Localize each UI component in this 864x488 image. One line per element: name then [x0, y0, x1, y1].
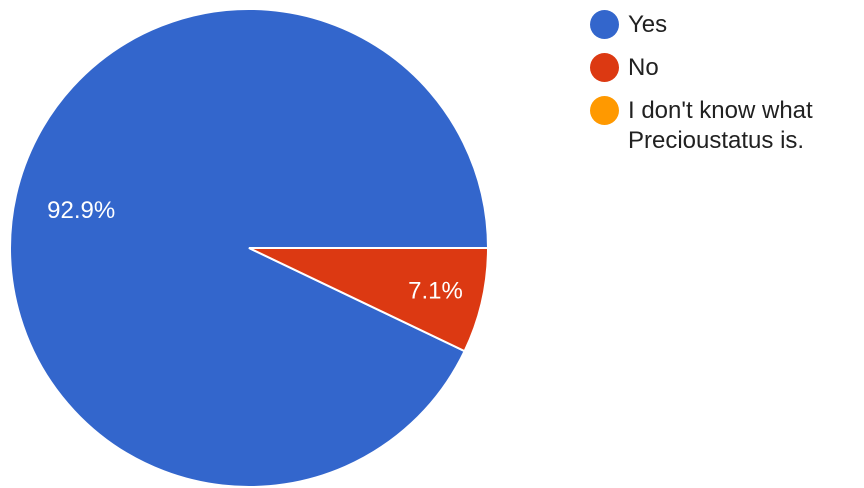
legend-swatch-yes — [590, 10, 619, 39]
legend: Yes No I don't know what Precioustatus i… — [590, 10, 864, 169]
legend-swatch-no — [590, 53, 619, 82]
legend-item-yes[interactable]: Yes — [590, 10, 864, 40]
slice-label-yes: 92.9% — [47, 197, 115, 224]
legend-label-no: No — [628, 53, 864, 83]
legend-swatch-dont-know — [590, 96, 619, 125]
legend-label-yes: Yes — [628, 10, 864, 40]
slice-label-no: 7.1% — [408, 277, 463, 304]
legend-item-dont-know[interactable]: I don't know what Precioustatus is. — [590, 96, 864, 156]
legend-item-no[interactable]: No — [590, 53, 864, 83]
legend-label-dont-know: I don't know what Precioustatus is. — [628, 96, 864, 156]
pie-chart: 92.9% 7.1% — [0, 0, 580, 488]
